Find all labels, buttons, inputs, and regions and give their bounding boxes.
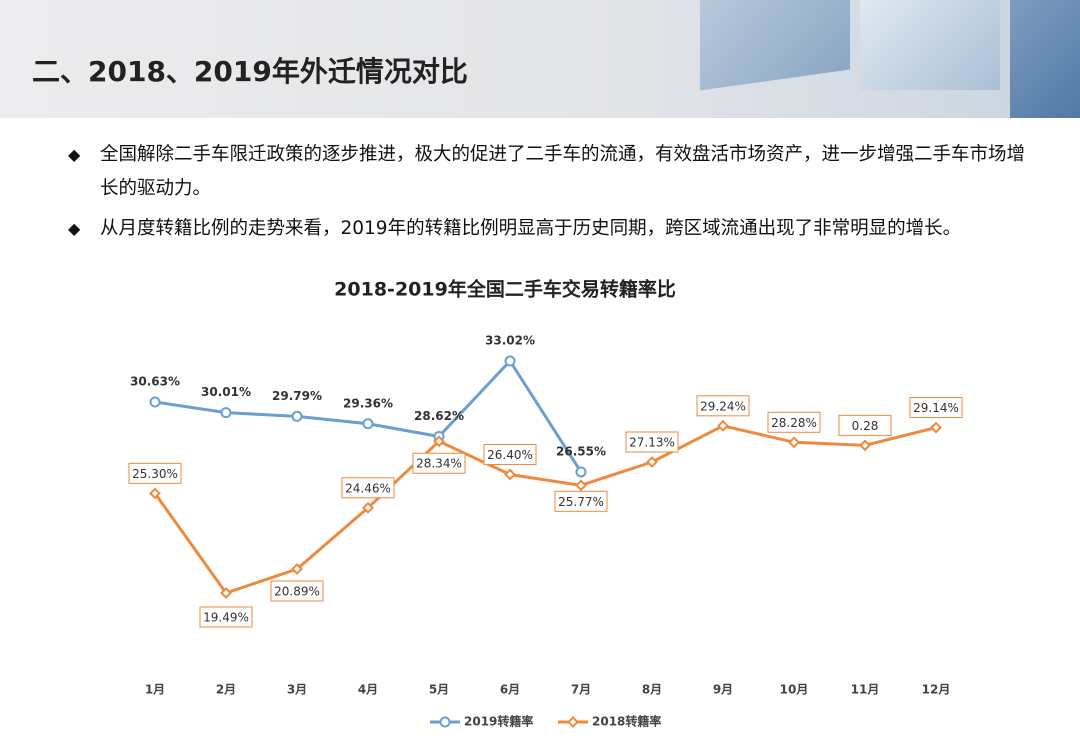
data-label-box: 27.13% (625, 431, 679, 453)
label-box (483, 444, 537, 466)
marker (291, 563, 303, 575)
label-box (696, 395, 750, 417)
data-label: 25.77% (558, 495, 604, 509)
data-label: 29.79% (272, 389, 322, 403)
x-tick-label: 3月 (287, 683, 307, 697)
bullet: 从月度转籍比例的走势来看，2019年的转籍比例明显高于历史同期，跨区域流通出现了… (68, 212, 1043, 246)
data-label: 30.01% (201, 385, 251, 399)
label-box (270, 580, 324, 602)
data-label-box: 26.40% (483, 444, 537, 466)
chart-title: 2018-2019年全国二手车交易转籍率比 (334, 278, 676, 301)
label-box (767, 411, 821, 433)
data-label: 25.30% (132, 467, 178, 481)
data-label-box: 20.89% (270, 580, 324, 602)
data-label: 20.89% (274, 584, 320, 598)
x-tick-label: 9月 (713, 683, 733, 697)
data-label-box: 25.77% (554, 490, 608, 512)
label-box (625, 431, 679, 453)
data-label: 28.28% (771, 416, 817, 430)
marker (362, 418, 374, 430)
data-label: 27.13% (629, 435, 675, 449)
data-label-box: 24.46% (341, 477, 395, 499)
data-label: 0.28 (852, 419, 879, 433)
label-box (412, 452, 466, 474)
marker (291, 410, 303, 422)
x-tick-label: 7月 (571, 683, 591, 697)
slide-title: 二、2018、2019年外迁情况对比 (32, 55, 468, 88)
x-tick-label: 2月 (216, 683, 236, 697)
marker (362, 501, 374, 514)
data-label: 30.63% (130, 374, 180, 388)
marker (930, 421, 942, 434)
data-label: 28.34% (416, 457, 462, 471)
data-label-box: 29.24% (696, 395, 750, 417)
legend-marker (567, 716, 579, 728)
marker (788, 436, 800, 449)
label-box (909, 397, 963, 419)
marker (717, 419, 729, 432)
data-label-box: 25.30% (128, 462, 182, 484)
label-box (341, 477, 395, 499)
x-tick-label: 11月 (851, 683, 880, 697)
data-label: 33.02% (485, 334, 535, 348)
label-box (838, 414, 892, 436)
data-label: 28.62% (414, 409, 464, 423)
data-label-box: 28.28% (767, 411, 821, 433)
data-label: 26.55% (556, 444, 606, 458)
marker (859, 439, 871, 452)
data-label: 19.49% (203, 611, 249, 625)
data-label-box: 28.34% (412, 452, 466, 474)
legend-label: 2019转籍率 (464, 714, 533, 729)
marker (504, 468, 516, 481)
marker (575, 466, 587, 478)
data-label: 26.40% (487, 448, 533, 462)
header: 二、2018、2019年外迁情况对比 (0, 0, 1080, 118)
marker (575, 479, 587, 492)
data-label-box: 0.28 (838, 414, 892, 436)
marker (220, 407, 232, 419)
bullet-list: 全国解除二手车限迁政策的逐步推进，极大的促进了二手车的流通，有效盘活市场资产，进… (68, 138, 1043, 252)
decor-cube (860, 0, 1000, 90)
x-tick-label: 12月 (922, 683, 951, 697)
marker (220, 587, 232, 599)
data-label: 24.46% (345, 481, 391, 495)
marker (646, 456, 658, 468)
marker (149, 487, 161, 500)
legend-label: 2018转籍率 (592, 714, 661, 729)
marker (504, 355, 516, 367)
data-label: 29.24% (700, 399, 746, 413)
data-label: 29.14% (913, 401, 959, 415)
x-tick-label: 8月 (642, 683, 662, 697)
x-tick-label: 1月 (145, 683, 165, 697)
series-line (153, 424, 937, 595)
data-label-box: 19.49% (199, 606, 253, 628)
decor-cube (1010, 0, 1080, 118)
marker (149, 396, 161, 408)
label-box (199, 606, 253, 628)
x-tick-label: 10月 (780, 683, 809, 697)
marker (433, 435, 445, 448)
legend-marker (439, 716, 451, 728)
bullet: 全国解除二手车限迁政策的逐步推进，极大的促进了二手车的流通，有效盘活市场资产，进… (68, 138, 1043, 206)
x-tick-label: 6月 (500, 683, 520, 697)
label-box (128, 462, 182, 484)
x-tick-label: 5月 (429, 683, 449, 697)
data-label-box: 29.14% (909, 397, 963, 419)
label-box (554, 490, 608, 512)
data-label: 29.36% (343, 396, 393, 410)
x-tick-label: 4月 (358, 683, 378, 697)
